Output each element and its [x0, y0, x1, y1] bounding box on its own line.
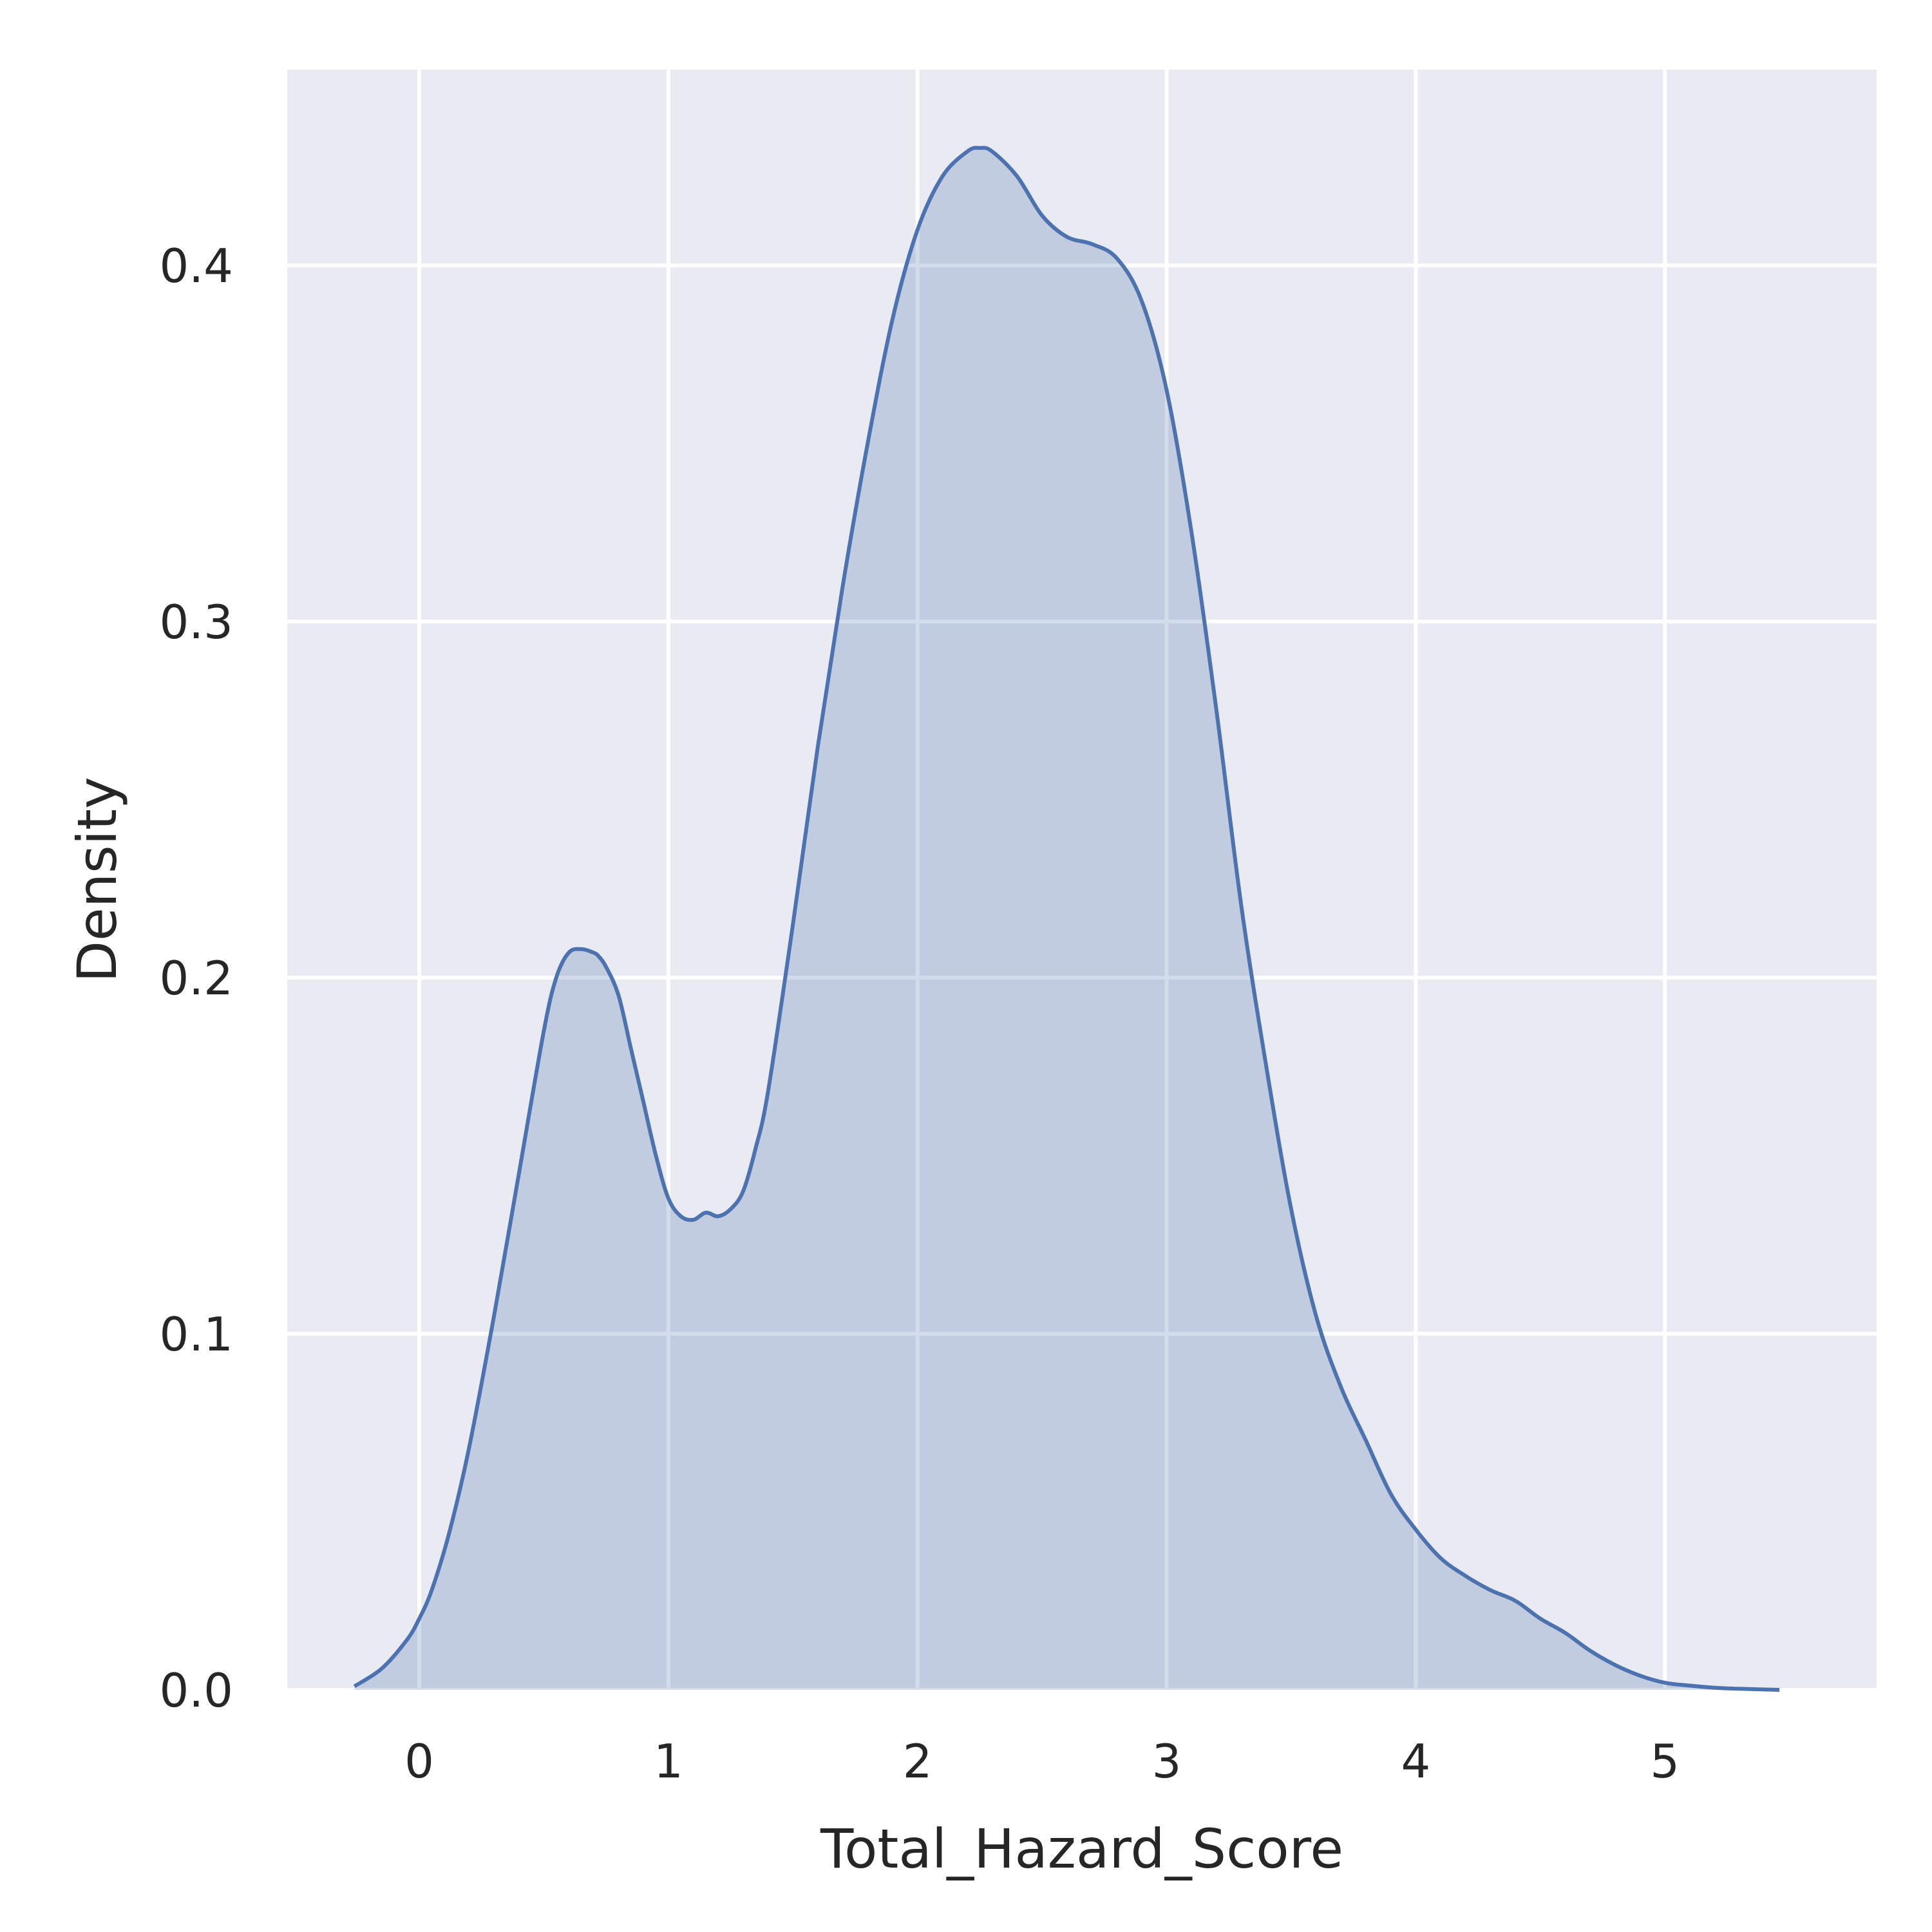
x-tick-label-5: 5	[1650, 1734, 1680, 1788]
y-tick-label-1: 0.1	[159, 1307, 233, 1361]
x-tick-label-3: 3	[1152, 1734, 1182, 1788]
x-axis-label: Total_Hazard_Score	[820, 1817, 1343, 1880]
y-axis-ticks: 0.0 0.1 0.2 0.3 0.4	[159, 239, 233, 1718]
x-tick-label-0: 0	[404, 1734, 434, 1788]
grid	[287, 70, 1877, 1692]
y-tick-label-0: 0.0	[159, 1663, 233, 1718]
x-tick-label-2: 2	[903, 1734, 933, 1788]
x-tick-label-1: 1	[654, 1734, 683, 1788]
x-axis-ticks: 0 1 2 3 4 5	[404, 1734, 1680, 1788]
y-axis-label: Density	[66, 777, 129, 982]
plot-area	[287, 70, 1877, 1690]
x-tick-label-4: 4	[1401, 1734, 1430, 1788]
y-tick-label-3: 0.3	[159, 595, 233, 649]
y-tick-label-4: 0.4	[159, 239, 233, 293]
y-tick-label-2: 0.2	[159, 951, 233, 1005]
density-curve	[353, 146, 1780, 1692]
density-fill-area	[354, 147, 1780, 1690]
